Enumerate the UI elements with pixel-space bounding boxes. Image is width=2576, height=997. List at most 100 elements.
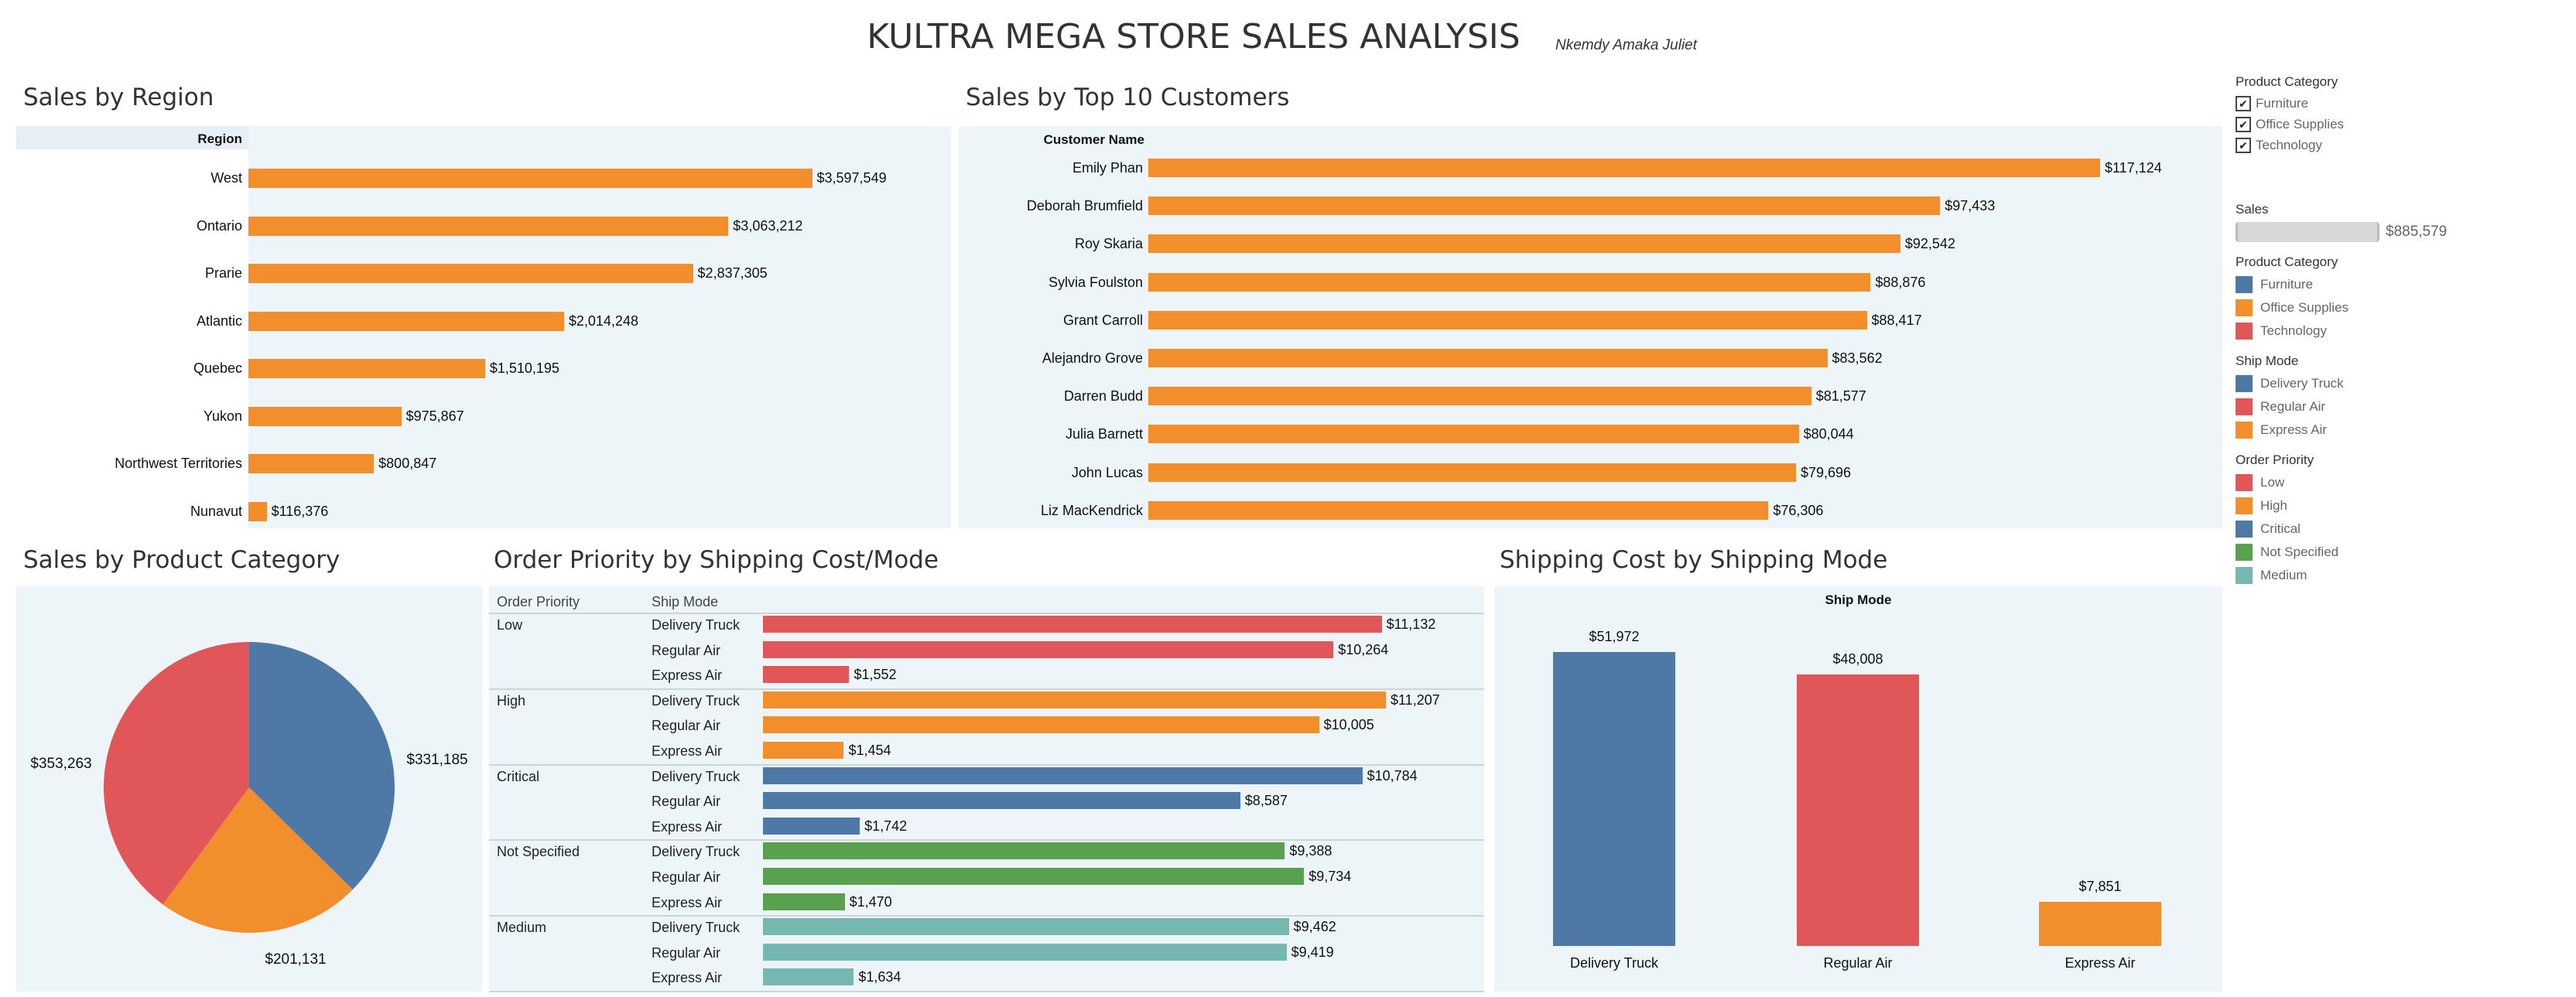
customer-bar[interactable]: [1148, 310, 1867, 329]
customer-bar[interactable]: [1148, 234, 1900, 254]
filter-item-furniture[interactable]: ✔ Furniture: [2236, 93, 2561, 114]
category-filter: ✔ Furniture ✔ Office Supplies ✔ Technology: [2236, 93, 2561, 155]
priority-bar[interactable]: [763, 716, 1319, 734]
priority-chart: Order Priority Ship Mode Low Delivery Tru…: [489, 586, 1484, 992]
sales-slider[interactable]: [2236, 222, 2379, 242]
customers-chart: Customer Name Emily Phan $117,124 Deborah …: [959, 126, 2222, 528]
customer-label: Deborah Brumfield: [1026, 198, 1143, 214]
priority-bar[interactable]: [763, 666, 850, 684]
priority-value-label: $1,742: [864, 818, 908, 834]
region-label: Quebec: [193, 360, 242, 376]
region-bar[interactable]: [248, 169, 812, 188]
priority-value-label: $10,005: [1323, 717, 1374, 733]
priority-value-label: $11,132: [1386, 616, 1436, 632]
customer-bar[interactable]: [1148, 387, 1811, 406]
region-value-label: $2,837,305: [697, 265, 768, 281]
region-bar[interactable]: [248, 216, 729, 236]
customer-bar[interactable]: [1148, 272, 1871, 292]
customer-value-label: $83,562: [1832, 350, 1883, 366]
shipping-value-label: $51,972: [1589, 629, 1640, 644]
priority-bar[interactable]: [763, 691, 1386, 708]
customer-label: Roy Skaria: [1074, 236, 1143, 252]
legend-item-label: Office Supplies: [2260, 300, 2349, 315]
priority-bar[interactable]: [763, 893, 845, 910]
legend-item-label: Regular Air: [2260, 399, 2326, 414]
shipmode-legend-title: Ship Mode: [2236, 353, 2299, 368]
priority-label: Critical: [497, 768, 540, 784]
region-label: Yukon: [203, 408, 242, 424]
customer-label: Emily Phan: [1072, 160, 1143, 176]
region-value-label: $800,847: [378, 456, 437, 471]
customer-bar[interactable]: [1148, 349, 1828, 367]
priority-value-label: $1,454: [848, 743, 891, 758]
shipping-bar[interactable]: [1553, 652, 1675, 946]
color-swatch: [2236, 521, 2253, 538]
region-bar[interactable]: [248, 406, 402, 426]
region-label: Atlantic: [196, 312, 242, 329]
customer-bar[interactable]: [1148, 425, 1799, 444]
legend-item: Technology: [2236, 319, 2561, 343]
shipping-bar[interactable]: [1797, 674, 1919, 946]
region-bar[interactable]: [248, 311, 564, 331]
shipmode-label: Regular Air: [652, 718, 721, 734]
shipping-chart-title: Shipping Cost by Shipping Mode: [1500, 546, 1888, 574]
priority-value-label: $10,784: [1367, 767, 1418, 784]
legend-item: Critical: [2236, 517, 2561, 541]
legend-item: Delivery Truck: [2236, 372, 2561, 395]
checkbox[interactable]: ✔: [2236, 95, 2251, 111]
priority-label: High: [497, 692, 526, 708]
customer-bar[interactable]: [1148, 463, 1796, 482]
priority-bar[interactable]: [763, 842, 1285, 860]
color-swatch: [2236, 497, 2253, 514]
group-separator: [489, 613, 1484, 614]
shipping-category-label: Delivery Truck: [1569, 955, 1659, 971]
priority-bar[interactable]: [763, 640, 1334, 658]
priority-value-label: $9,419: [1291, 944, 1334, 960]
checkbox[interactable]: ✔: [2236, 116, 2251, 132]
pie-value-label: $353,263: [30, 756, 91, 772]
region-bar[interactable]: [248, 454, 375, 473]
shipmode-label: Regular Air: [652, 944, 721, 961]
priority-bar[interactable]: [763, 943, 1287, 961]
color-swatch: [2236, 422, 2253, 439]
region-row-header: Region: [197, 131, 242, 146]
customers-chart-title: Sales by Top 10 Customers: [966, 84, 1290, 111]
priority-bar[interactable]: [763, 868, 1305, 885]
shipmode-label: Regular Air: [652, 794, 721, 810]
region-bar[interactable]: [248, 501, 267, 521]
customer-label: Liz MacKendrick: [1040, 502, 1143, 518]
legend-item-label: Critical: [2260, 521, 2301, 536]
checkbox[interactable]: ✔: [2236, 137, 2251, 153]
shipping-category-label: Express Air: [2065, 955, 2136, 971]
priority-bar[interactable]: [763, 817, 860, 835]
customer-bar[interactable]: [1148, 159, 2100, 177]
customer-value-label: $97,433: [1945, 198, 1996, 214]
filter-item-technology[interactable]: ✔ Technology: [2236, 135, 2561, 155]
pie-slice-office-supplies[interactable]: [162, 787, 353, 933]
priority-bar[interactable]: [763, 792, 1240, 810]
category-legend: Furniture Office Supplies Technology: [2236, 273, 2561, 343]
pie-slice-furniture[interactable]: [249, 642, 395, 890]
legend-panel: Product Category ✔ Furniture ✔ Office Suppl…: [2236, 74, 2561, 587]
region-value-label: $1,510,195: [489, 360, 559, 376]
customer-bar[interactable]: [1148, 196, 1941, 216]
customer-bar[interactable]: [1148, 500, 1769, 520]
pie-slice-technology[interactable]: [104, 642, 249, 905]
group-separator: [489, 763, 1484, 766]
priority-bar[interactable]: [763, 968, 854, 986]
legend-item: Furniture: [2236, 273, 2561, 296]
priority-bar[interactable]: [763, 616, 1382, 633]
customer-label: Alejandro Grove: [1042, 350, 1143, 366]
color-swatch: [2236, 544, 2253, 561]
filter-item-office-supplies[interactable]: ✔ Office Supplies: [2236, 114, 2561, 135]
group-separator: [489, 688, 1484, 690]
priority-bar[interactable]: [763, 918, 1289, 936]
region-bar[interactable]: [248, 264, 693, 283]
customers-row-header: Customer Name: [1043, 132, 1144, 147]
priority-bar[interactable]: [763, 767, 1363, 784]
shipping-bar[interactable]: [2039, 901, 2161, 946]
pie-chart-panel: $331,185 $201,131 $353,263: [16, 586, 482, 992]
region-bar[interactable]: [248, 359, 485, 378]
priority-bar[interactable]: [763, 742, 844, 759]
customer-value-label: $76,306: [1773, 502, 1824, 518]
